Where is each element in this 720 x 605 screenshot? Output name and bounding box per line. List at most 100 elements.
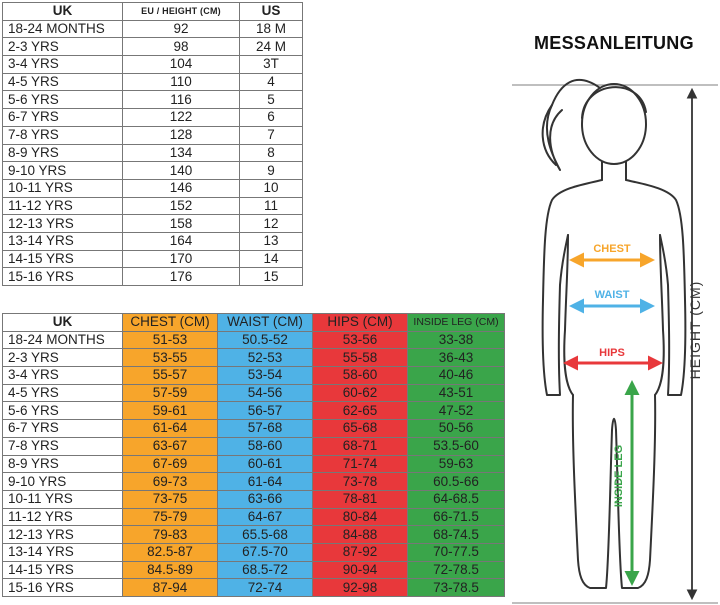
- cell-uk: 11-12 YRS: [2, 196, 123, 216]
- cell-chest: 73-75: [122, 489, 218, 509]
- cell-chest: 63-67: [122, 436, 218, 456]
- cell-inside-leg: 36-43: [407, 348, 505, 368]
- measuring-guide-title: MESSANLEITUNG: [534, 33, 694, 53]
- cell-uk: 6-7 YRS: [2, 419, 123, 438]
- cell-us: 15: [239, 267, 303, 286]
- table-row: 8-9 YRS 67-69 60-61 71-74 59-63: [2, 454, 505, 474]
- cell-us: 8: [239, 143, 303, 163]
- cell-inside-leg: 72-78.5: [407, 560, 505, 580]
- measure-table-body: 18-24 MONTHS 51-53 50.5-52 53-56 33-38 2-3 YR…: [2, 330, 505, 597]
- table-row: 2-3 YRS 98 24 M: [2, 37, 303, 57]
- cell-uk: 9-10 YRS: [2, 161, 123, 180]
- table-row: 6-7 YRS 61-64 57-68 65-68 50-56: [2, 419, 505, 438]
- table-row: 4-5 YRS 57-59 54-56 60-62 43-51: [2, 383, 505, 403]
- cell-hips: 80-84: [312, 507, 408, 527]
- table-row: 11-12 YRS 152 11: [2, 196, 303, 216]
- cell-uk: 13-14 YRS: [2, 231, 123, 251]
- table-row: 6-7 YRS 122 6: [2, 108, 303, 127]
- hips-measure-arrow-icon: HIPS: [563, 347, 663, 371]
- header-hips: HIPS (CM): [312, 313, 408, 332]
- cell-chest: 61-64: [122, 419, 218, 438]
- chest-label: CHEST: [593, 243, 631, 255]
- cell-inside-leg: 73-78.5: [407, 578, 505, 597]
- table-row: 11-12 YRS 75-79 64-67 80-84 66-71.5: [2, 507, 505, 527]
- cell-waist: 60-61: [217, 454, 313, 474]
- inside-leg-measure-arrow-icon: INSIDE LEG: [613, 380, 640, 586]
- cell-chest: 75-79: [122, 507, 218, 527]
- cell-hips: 71-74: [312, 454, 408, 474]
- header-inside-leg: INSIDE LEG (CM): [407, 313, 505, 332]
- cell-us: 11: [239, 196, 303, 216]
- table-row: 14-15 YRS 84.5-89 68.5-72 90-94 72-78.5: [2, 560, 505, 580]
- child-silhouette-icon: [541, 78, 687, 589]
- cell-hips: 58-60: [312, 366, 408, 385]
- cell-hips: 62-65: [312, 401, 408, 421]
- inside-leg-label: INSIDE LEG: [613, 445, 625, 507]
- cell-inside-leg: 43-51: [407, 383, 505, 403]
- cell-waist: 64-67: [217, 507, 313, 527]
- cell-waist: 72-74: [217, 578, 313, 597]
- table-row: 3-4 YRS 55-57 53-54 58-60 40-46: [2, 366, 505, 385]
- cell-eu-height: 176: [122, 267, 240, 286]
- size-conversion-table: UK EU / HEIGHT (CM) US 18-24 MONTHS 92 18 …: [2, 2, 303, 286]
- height-label: HEIGHT (CM): [687, 280, 703, 380]
- cell-us: 13: [239, 231, 303, 251]
- table-row: 9-10 YRS 69-73 61-64 73-78 60.5-66: [2, 472, 505, 491]
- table-row: 13-14 YRS 164 13: [2, 231, 303, 251]
- table-row: 13-14 YRS 82.5-87 67.5-70 87-92 70-77.5: [2, 542, 505, 562]
- cell-inside-leg: 60.5-66: [407, 472, 505, 491]
- cell-chest: 82.5-87: [122, 542, 218, 562]
- table-row: 15-16 YRS 87-94 72-74 92-98 73-78.5: [2, 578, 505, 597]
- cell-uk: 3-4 YRS: [2, 55, 123, 74]
- header-waist: WAIST (CM): [217, 313, 313, 332]
- cell-eu-height: 122: [122, 108, 240, 127]
- cell-hips: 68-71: [312, 436, 408, 456]
- cell-waist: 68.5-72: [217, 560, 313, 580]
- table-row: 7-8 YRS 128 7: [2, 125, 303, 145]
- cell-chest: 84.5-89: [122, 560, 218, 580]
- cell-hips: 87-92: [312, 542, 408, 562]
- cell-chest: 79-83: [122, 525, 218, 544]
- body-measurements-table: UK CHEST (CM) WAIST (CM) HIPS (CM) INSID…: [2, 313, 505, 597]
- table-row: 3-4 YRS 104 3T: [2, 55, 303, 74]
- waist-label: WAIST: [595, 289, 630, 301]
- header-uk: UK: [2, 313, 123, 332]
- table-row: 8-9 YRS 134 8: [2, 143, 303, 163]
- cell-us: 3T: [239, 55, 303, 74]
- cell-uk: 6-7 YRS: [2, 108, 123, 127]
- cell-hips: 53-56: [312, 330, 408, 350]
- size-table-body: 18-24 MONTHS 92 18 M 2-3 YRS 98 24 M 3-4 YRS 10…: [2, 19, 303, 286]
- cell-chest: 53-55: [122, 348, 218, 368]
- cell-inside-leg: 47-52: [407, 401, 505, 421]
- cell-inside-leg: 66-71.5: [407, 507, 505, 527]
- cell-waist: 58-60: [217, 436, 313, 456]
- cell-chest: 87-94: [122, 578, 218, 597]
- measure-table-header-row: UK CHEST (CM) WAIST (CM) HIPS (CM) INSID…: [2, 313, 505, 332]
- cell-waist: 53-54: [217, 366, 313, 385]
- chest-measure-arrow-icon: CHEST: [569, 243, 655, 268]
- cell-hips: 84-88: [312, 525, 408, 544]
- cell-uk: 15-16 YRS: [2, 578, 123, 597]
- cell-inside-leg: 53.5-60: [407, 436, 505, 456]
- cell-waist: 56-57: [217, 401, 313, 421]
- cell-waist: 67.5-70: [217, 542, 313, 562]
- cell-uk: 15-16 YRS: [2, 267, 123, 286]
- table-row: 10-11 YRS 73-75 63-66 78-81 64-68.5: [2, 489, 505, 509]
- table-row: 12-13 YRS 158 12: [2, 214, 303, 233]
- table-row: 15-16 YRS 176 15: [2, 267, 303, 286]
- cell-waist: 57-68: [217, 419, 313, 438]
- cell-hips: 78-81: [312, 489, 408, 509]
- cell-uk: 14-15 YRS: [2, 560, 123, 580]
- cell-uk: 12-13 YRS: [2, 525, 123, 544]
- cell-us: 24 M: [239, 37, 303, 57]
- cell-uk: 10-11 YRS: [2, 489, 123, 509]
- cell-uk: 13-14 YRS: [2, 542, 123, 562]
- hips-label: HIPS: [599, 347, 625, 359]
- table-row: 5-6 YRS 59-61 56-57 62-65 47-52: [2, 401, 505, 421]
- table-row: 7-8 YRS 63-67 58-60 68-71 53.5-60: [2, 436, 505, 456]
- cell-eu-height: 152: [122, 196, 240, 216]
- cell-eu-height: 158: [122, 214, 240, 233]
- cell-hips: 92-98: [312, 578, 408, 597]
- cell-hips: 65-68: [312, 419, 408, 438]
